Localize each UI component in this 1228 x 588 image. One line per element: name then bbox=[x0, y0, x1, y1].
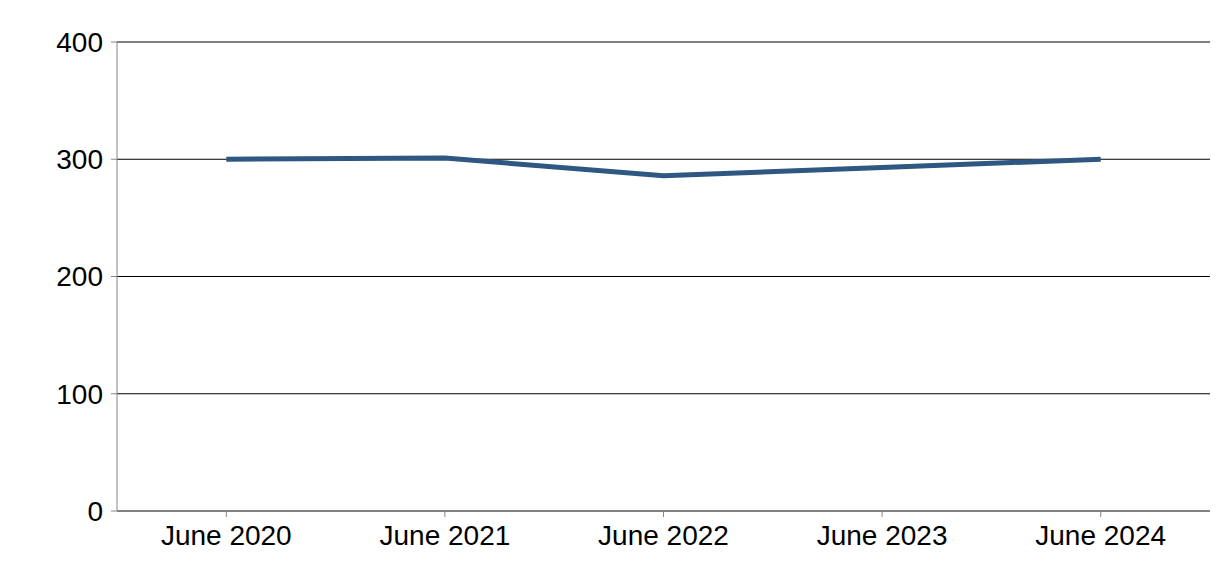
svg-text:June 2023: June 2023 bbox=[817, 520, 948, 551]
svg-text:June 2022: June 2022 bbox=[598, 520, 729, 551]
svg-text:June 2024: June 2024 bbox=[1035, 520, 1166, 551]
svg-text:100: 100 bbox=[56, 379, 103, 410]
svg-text:200: 200 bbox=[56, 261, 103, 292]
svg-text:June 2020: June 2020 bbox=[161, 520, 292, 551]
svg-text:0: 0 bbox=[87, 496, 103, 527]
svg-text:300: 300 bbox=[56, 144, 103, 175]
svg-text:400: 400 bbox=[56, 27, 103, 58]
svg-text:June 2021: June 2021 bbox=[380, 520, 511, 551]
